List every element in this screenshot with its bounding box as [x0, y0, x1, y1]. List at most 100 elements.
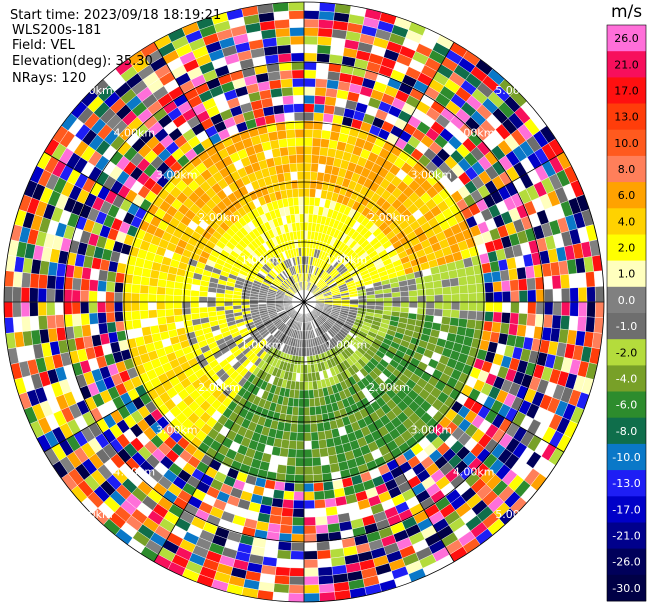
- radar-gate: [544, 288, 554, 303]
- radar-gate: [310, 171, 318, 181]
- radar-gate: [115, 320, 125, 332]
- radar-gate: [303, 499, 315, 509]
- radar-gate: [449, 317, 460, 327]
- radar-gate: [292, 196, 300, 206]
- radar-gate: [207, 306, 217, 313]
- range-ring-label: 3.00km: [411, 169, 453, 182]
- radar-gate: [141, 326, 152, 337]
- radar-gate: [527, 289, 537, 303]
- radar-gate: [458, 310, 469, 320]
- radar-gate: [303, 35, 319, 45]
- radar-gate: [338, 520, 353, 532]
- radar-gate: [88, 301, 98, 314]
- radar-gate: [296, 154, 305, 164]
- colorbar-tick-label: -1.0: [616, 320, 637, 333]
- colorbar: 26.0 21.0 17.0 13.0 10.0 8.0 6.0 4.0 2.0 1.0 0.0 -1…: [606, 24, 647, 602]
- colorbar-tick-label: -21.0: [612, 530, 640, 543]
- radar-gate: [303, 137, 313, 147]
- colorbar-tick-label: -8.0: [616, 425, 637, 438]
- radar-gate: [585, 271, 596, 288]
- radar-gate: [173, 301, 183, 309]
- radar-gate: [273, 583, 290, 594]
- radar-gate: [561, 287, 571, 303]
- radar-gate: [560, 315, 570, 330]
- radar-gate: [295, 137, 305, 147]
- radar-gate: [271, 147, 282, 158]
- radar-gate: [313, 103, 325, 114]
- radar-gate: [291, 525, 305, 535]
- radar-gate: [249, 301, 259, 305]
- radar-gate: [303, 457, 313, 467]
- radar-gate: [432, 279, 443, 289]
- radar-gate: [289, 567, 305, 577]
- radar-gate: [81, 324, 92, 338]
- radar-gate: [295, 457, 305, 467]
- colorbar-tick-label: -6.0: [616, 399, 637, 412]
- radar-gate: [181, 289, 192, 297]
- radar-gate: [303, 449, 313, 459]
- radar-gate: [442, 286, 452, 295]
- radar-gate: [282, 499, 294, 509]
- radar-gate: [71, 301, 81, 315]
- start-time-text: Start time: 2023/09/18 18:19:21: [10, 8, 221, 23]
- radar-gate: [439, 271, 450, 281]
- radar-gate: [105, 291, 115, 303]
- radar-gate: [307, 364, 312, 374]
- radar-gate: [80, 290, 90, 303]
- radar-gate: [322, 113, 334, 123]
- radar-gate: [303, 196, 310, 206]
- radar-gate: [80, 278, 91, 291]
- radar-gate: [408, 289, 418, 297]
- radar-gate: [38, 274, 48, 289]
- radar-gate: [224, 305, 234, 311]
- radar-gate: [324, 96, 337, 107]
- radar-gate: [493, 301, 503, 313]
- radar-gate: [594, 301, 605, 318]
- radar-gate: [288, 584, 305, 594]
- radar-gate: [585, 316, 596, 333]
- radar-gate: [55, 275, 65, 290]
- radar-gate: [374, 293, 384, 299]
- radar-gate: [270, 87, 283, 98]
- colorbar-tick-label: 4.0: [618, 215, 636, 228]
- radar-gate: [275, 27, 291, 38]
- radar-gate: [303, 559, 319, 569]
- radar-gate: [97, 312, 107, 324]
- range-ring-label: 3.00km: [156, 423, 198, 436]
- radar-gate: [113, 301, 123, 313]
- colorbar-tick-label: -4.0: [616, 373, 637, 386]
- radar-gate: [271, 446, 282, 457]
- radar-gate: [215, 306, 225, 312]
- radar-gate: [560, 274, 570, 289]
- radar-gate: [310, 423, 318, 433]
- radar-gate: [297, 179, 305, 189]
- radar-gate: [310, 431, 319, 442]
- radar-gate: [383, 297, 393, 303]
- radar-gate: [425, 295, 435, 303]
- radar-gate: [442, 294, 452, 303]
- radar-gate: [391, 296, 401, 303]
- radar-gate: [400, 296, 410, 303]
- radar-gate: [156, 309, 166, 318]
- radar-gate: [303, 188, 311, 198]
- radar-gate: [501, 291, 511, 303]
- colorbar-unit: m/s: [611, 2, 642, 22]
- radar-gate: [280, 515, 293, 526]
- radar-gate: [71, 289, 81, 303]
- radar-gate: [139, 301, 149, 311]
- radar-gate: [286, 137, 296, 148]
- radar-gate: [315, 515, 328, 526]
- radar-gate: [576, 316, 587, 332]
- radar-gate: [313, 112, 324, 122]
- radar-gate: [105, 311, 116, 323]
- radar-gate: [499, 322, 510, 335]
- radar-gate: [311, 440, 320, 450]
- range-ring-label: 1.00km: [241, 254, 283, 267]
- radar-gate: [303, 171, 311, 181]
- radar-gate: [303, 128, 314, 138]
- radar-gate: [468, 292, 478, 303]
- radar-gate: [303, 592, 320, 603]
- radar-gate: [303, 10, 320, 20]
- radar-gate: [299, 213, 305, 223]
